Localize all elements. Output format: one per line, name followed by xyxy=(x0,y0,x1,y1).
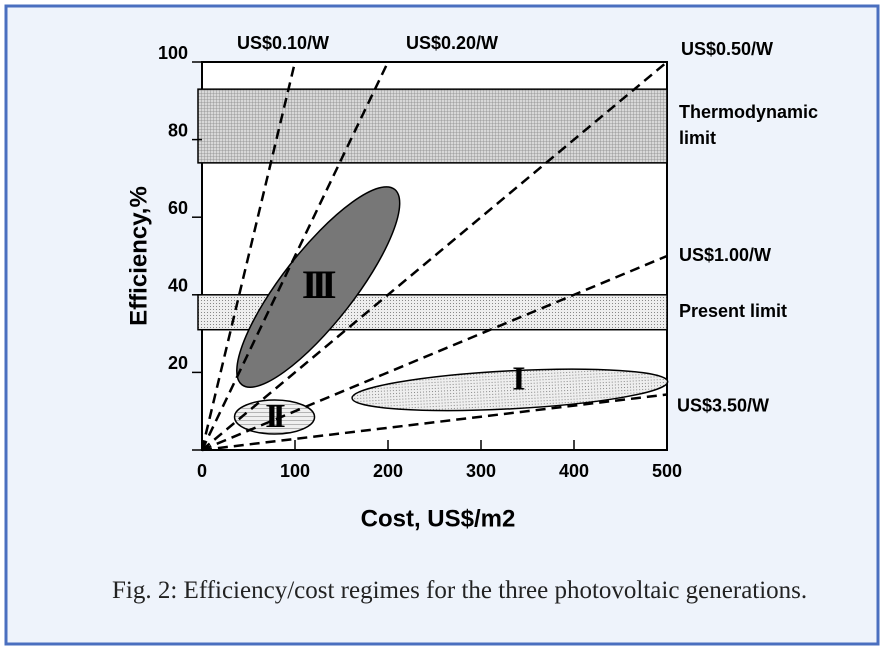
y-axis-label: Efficiency,% xyxy=(125,186,152,326)
x-tick-label: 300 xyxy=(466,461,496,481)
generation-region xyxy=(236,186,401,388)
y-tick-label: 40 xyxy=(168,276,188,296)
x-tick-label: 100 xyxy=(280,461,310,481)
band-label: Present limit xyxy=(679,301,787,321)
cost-line xyxy=(200,61,390,451)
cost-line xyxy=(201,393,668,452)
line-label: US$1.00/W xyxy=(679,245,771,265)
line-label: US$3.50/W xyxy=(677,395,769,415)
caption: Fig. 2: Efficiency/cost regimes for the … xyxy=(112,577,808,604)
x-axis-label: Cost, US$/m2 xyxy=(361,505,516,532)
generation-region xyxy=(233,399,316,435)
cost-line xyxy=(200,61,297,451)
band-label: limit xyxy=(679,128,716,148)
cost-line xyxy=(201,254,668,452)
y-tick-label: 100 xyxy=(158,43,188,63)
y-tick-label: 20 xyxy=(168,353,188,373)
x-tick-label: 500 xyxy=(652,461,682,481)
line-label: US$0.20/W xyxy=(406,33,498,53)
x-tick-label: 200 xyxy=(373,461,403,481)
generation-region xyxy=(351,368,669,412)
y-tick-label: 60 xyxy=(168,198,188,218)
x-tick-label: 0 xyxy=(197,461,207,481)
cost-line xyxy=(201,61,668,451)
y-tick-label: 80 xyxy=(168,120,188,140)
line-label: US$0.50/W xyxy=(681,39,773,59)
line-label: US$0.10/W xyxy=(237,33,329,53)
x-tick-label: 400 xyxy=(559,461,589,481)
limit-band xyxy=(197,88,668,164)
band-label: Thermodynamic xyxy=(679,102,818,122)
